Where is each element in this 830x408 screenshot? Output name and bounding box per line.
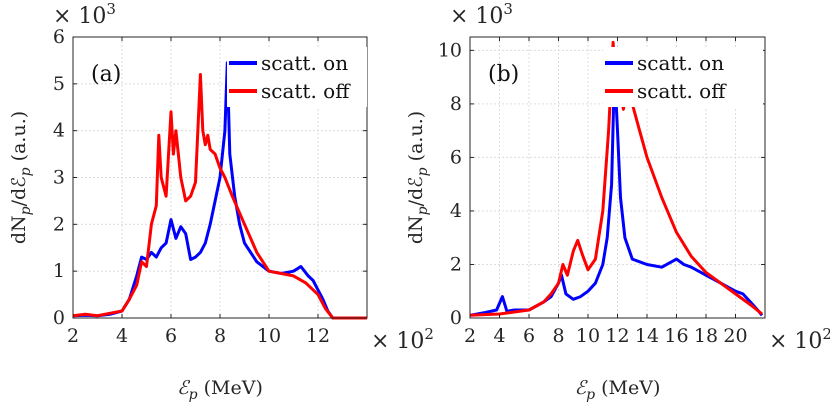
x-tick-label: 8: [552, 325, 564, 347]
y-tick-label: 5: [53, 73, 65, 95]
legend-label: scatt. off: [637, 79, 727, 103]
x-axis-label: ℰp (MeV): [177, 377, 263, 403]
y-tick-label: 2: [53, 213, 65, 235]
x-tick-label: 16: [664, 325, 688, 347]
y-tick-label: 10: [438, 39, 462, 61]
y-multiplier: × 103: [53, 0, 116, 29]
y-tick-label: 3: [53, 167, 65, 189]
panel-label: (a): [91, 62, 121, 87]
y-tick-label: 2: [450, 253, 462, 275]
panel-label: (b): [488, 62, 519, 87]
x-tick-label: 14: [635, 325, 659, 347]
legend-box: [227, 47, 367, 107]
legend-label: scatt. on: [261, 51, 348, 75]
series-line-scatt-off: [469, 40, 763, 317]
x-tick-label: 2: [464, 325, 476, 347]
x-tick-label: 20: [723, 325, 747, 347]
legend-box: [603, 47, 763, 107]
x-tick-label: 2: [67, 325, 79, 347]
x-tick-label: 10: [576, 325, 600, 347]
legend-label: scatt. off: [261, 79, 351, 103]
series-line-scatt-on: [72, 61, 367, 320]
y-tick-label: 0: [450, 307, 462, 329]
series-line-scatt-off: [72, 73, 367, 320]
legend-label: scatt. on: [637, 51, 724, 75]
x-tick-label: 6: [523, 325, 535, 347]
y-tick-label: 4: [53, 120, 65, 142]
x-tick-label: 6: [165, 325, 177, 347]
y-tick-label: 6: [53, 26, 65, 48]
x-tick-label: 8: [214, 325, 226, 347]
y-tick-label: 4: [450, 200, 462, 222]
x-multiplier: × 102: [371, 325, 434, 354]
legend: scatt. on scatt. off: [227, 47, 367, 107]
y-tick-label: 1: [53, 260, 65, 282]
y-tick-label: 8: [450, 93, 462, 115]
y-multiplier: × 103: [450, 0, 513, 29]
legend: scatt. on scatt. off: [603, 47, 763, 107]
x-tick-label: 18: [694, 325, 718, 347]
y-tick-label: 6: [450, 146, 462, 168]
x-tick-label: 4: [493, 325, 505, 347]
x-tick-label: 12: [605, 325, 629, 347]
y-axis-label: dNp/dℰp (a.u.): [405, 111, 431, 244]
x-axis-label: ℰp (MeV): [575, 377, 661, 403]
x-tick-label: 4: [116, 325, 128, 347]
y-tick-label: 0: [53, 307, 65, 329]
x-tick-label: 10: [257, 325, 281, 347]
y-axis-label: dNp/dℰp (a.u.): [8, 111, 34, 244]
x-tick-label: 12: [306, 325, 330, 347]
x-multiplier: × 102: [769, 325, 830, 354]
